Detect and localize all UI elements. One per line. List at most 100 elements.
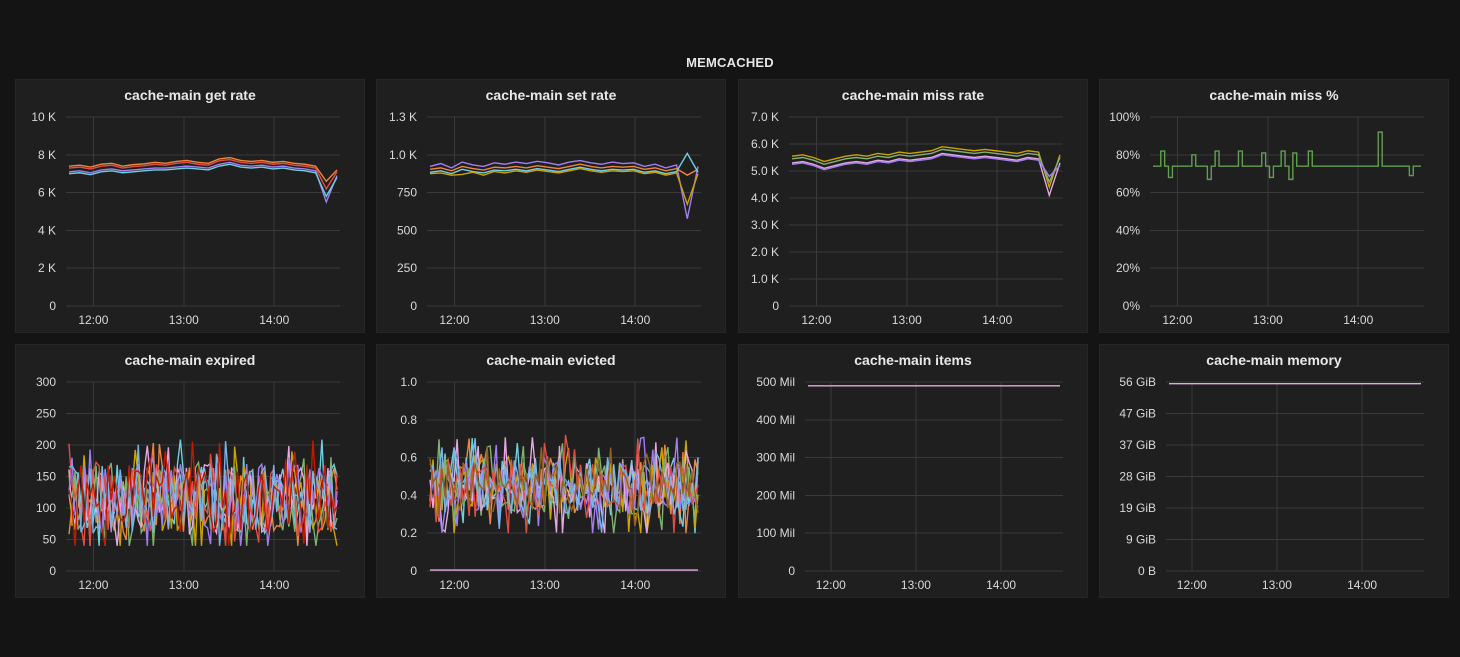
y-tick-label: 0.2 [400, 526, 417, 540]
series-line [68, 161, 338, 205]
y-tick-label: 50 [43, 533, 57, 547]
x-tick-label: 13:00 [1262, 578, 1292, 592]
x-tick-label: 13:00 [530, 578, 560, 592]
chart-get-rate: 10 K 8 K 6 K 4 K 2 K 0 12:00 13:00 14:00 [31, 110, 340, 327]
x-tick-label: 14:00 [259, 313, 289, 327]
y-tick-label: 0 [410, 564, 417, 578]
row-title[interactable]: MEMCACHED [686, 55, 774, 70]
panel-memory[interactable]: cache-main memory 56 GiB 47 GiB 37 GiB 28 G… [1099, 344, 1449, 598]
x-tick-label: 13:00 [892, 313, 922, 327]
y-tick-label: 56 GiB [1119, 375, 1156, 389]
x-tick-label: 12:00 [816, 578, 846, 592]
panel-get-rate[interactable]: cache-main get rate 10 K 8 K 6 K 4 K 2 K 0 12:… [15, 79, 365, 333]
x-tick-label: 13:00 [901, 578, 931, 592]
panel-evicted[interactable]: cache-main evicted 1.0 0.8 0.6 0.4 0.2 0 12:00… [376, 344, 726, 598]
x-tick-label: 12:00 [78, 578, 108, 592]
x-tick-label: 12:00 [78, 313, 108, 327]
x-tick-label: 13:00 [169, 578, 199, 592]
x-tick-label: 14:00 [620, 578, 650, 592]
x-tick-label: 14:00 [259, 578, 289, 592]
series-line [429, 438, 699, 533]
y-tick-label: 750 [397, 186, 417, 200]
y-tick-label: 0.8 [400, 413, 417, 427]
y-tick-label: 7.0 K [751, 110, 779, 124]
series-line [791, 154, 1061, 178]
series-line [429, 163, 699, 176]
y-tick-label: 4 K [38, 223, 56, 237]
panel-miss-pct[interactable]: cache-main miss % 100% 80% 60% 40% 20% 0% 12:0… [1099, 79, 1449, 333]
x-tick-label: 12:00 [439, 578, 469, 592]
y-tick-label: 37 GiB [1119, 438, 1156, 452]
y-tick-label: 19 GiB [1119, 501, 1156, 515]
x-tick-label: 13:00 [169, 313, 199, 327]
y-tick-label: 6.0 K [751, 137, 779, 151]
panel-title[interactable]: cache-main set rate [485, 87, 617, 103]
panel-title[interactable]: cache-main miss rate [841, 87, 985, 103]
y-tick-label: 200 [36, 438, 56, 452]
panel-title[interactable]: cache-main evicted [486, 352, 616, 368]
y-tick-label: 1.0 [400, 375, 417, 389]
x-tick-label: 13:00 [1253, 313, 1283, 327]
y-tick-label: 100 Mil [756, 526, 795, 540]
series-line [68, 156, 338, 183]
x-tick-label: 12:00 [801, 313, 831, 327]
panel-title[interactable]: cache-main miss % [1209, 87, 1339, 103]
y-tick-label: 200 Mil [756, 488, 795, 502]
y-tick-label: 3.0 K [751, 218, 779, 232]
y-tick-label: 60% [1116, 186, 1140, 200]
y-tick-label: 0 B [1138, 564, 1156, 578]
y-tick-label: 47 GiB [1119, 407, 1156, 421]
y-tick-label: 0 [49, 564, 56, 578]
series-line [791, 145, 1061, 190]
panel-set-rate[interactable]: cache-main set rate 1.3 K 1.0 K 750 500 250 0… [376, 79, 726, 333]
y-tick-label: 28 GiB [1119, 470, 1156, 484]
panel-title[interactable]: cache-main expired [124, 352, 256, 368]
series-line [791, 152, 1061, 198]
series-line [68, 440, 338, 546]
x-tick-label: 14:00 [620, 313, 650, 327]
series-line [68, 163, 338, 198]
y-tick-label: 400 Mil [756, 413, 795, 427]
y-tick-label: 300 [36, 375, 56, 389]
series-line [429, 159, 699, 219]
panel-title[interactable]: cache-main items [854, 352, 972, 368]
y-tick-label: 9 GiB [1126, 533, 1156, 547]
series-line [68, 158, 338, 191]
x-tick-label: 14:00 [1347, 578, 1377, 592]
y-tick-label: 0.4 [400, 488, 417, 502]
y-tick-label: 5.0 K [751, 164, 779, 178]
y-tick-label: 0 [788, 564, 795, 578]
x-tick-label: 13:00 [530, 313, 560, 327]
series-line [68, 441, 338, 546]
y-tick-label: 4.0 K [751, 191, 779, 205]
y-tick-label: 2 K [38, 261, 56, 275]
y-tick-label: 300 Mil [756, 451, 795, 465]
panel-miss-rate[interactable]: cache-main miss rate 7.0 K 6.0 K 5.0 K 4.0 … [738, 79, 1088, 333]
panel-expired[interactable]: cache-main expired 300 250 200 150 100 50 0 12:… [15, 344, 365, 598]
series-line [429, 151, 699, 175]
y-tick-label: 80% [1116, 148, 1140, 162]
panel-items[interactable]: cache-main items 500 Mil 400 Mil 300 Mil 20… [738, 344, 1088, 598]
series-line [429, 446, 699, 527]
y-tick-label: 0.6 [400, 451, 417, 465]
y-tick-label: 100% [1109, 110, 1140, 124]
panel-title[interactable]: cache-main get rate [124, 87, 256, 103]
panel-title[interactable]: cache-main memory [1206, 352, 1342, 368]
y-tick-label: 250 [36, 407, 56, 421]
chart-miss-rate: 7.0 K 6.0 K 5.0 K 4.0 K 3.0 K 2.0 K 1.0 K 0 12:0… [751, 110, 1063, 327]
y-tick-label: 1.3 K [389, 110, 417, 124]
y-tick-label: 1.0 K [389, 148, 417, 162]
y-tick-label: 0 [772, 299, 779, 313]
x-tick-label: 12:00 [1162, 313, 1192, 327]
y-tick-label: 0 [49, 299, 56, 313]
x-tick-label: 14:00 [982, 313, 1012, 327]
y-tick-label: 40% [1116, 223, 1140, 237]
series-line [1153, 131, 1421, 181]
chart-set-rate: 1.3 K 1.0 K 750 500 250 0 12:00 13:00 14:00 [389, 110, 701, 327]
chart-memory: 56 GiB 47 GiB 37 GiB 28 GiB 19 GiB 9 GiB 0 B 12… [1119, 375, 1424, 592]
x-tick-label: 12:00 [1177, 578, 1207, 592]
y-tick-label: 0 [410, 299, 417, 313]
y-tick-label: 250 [397, 261, 417, 275]
y-tick-label: 150 [36, 470, 56, 484]
x-tick-label: 14:00 [986, 578, 1016, 592]
